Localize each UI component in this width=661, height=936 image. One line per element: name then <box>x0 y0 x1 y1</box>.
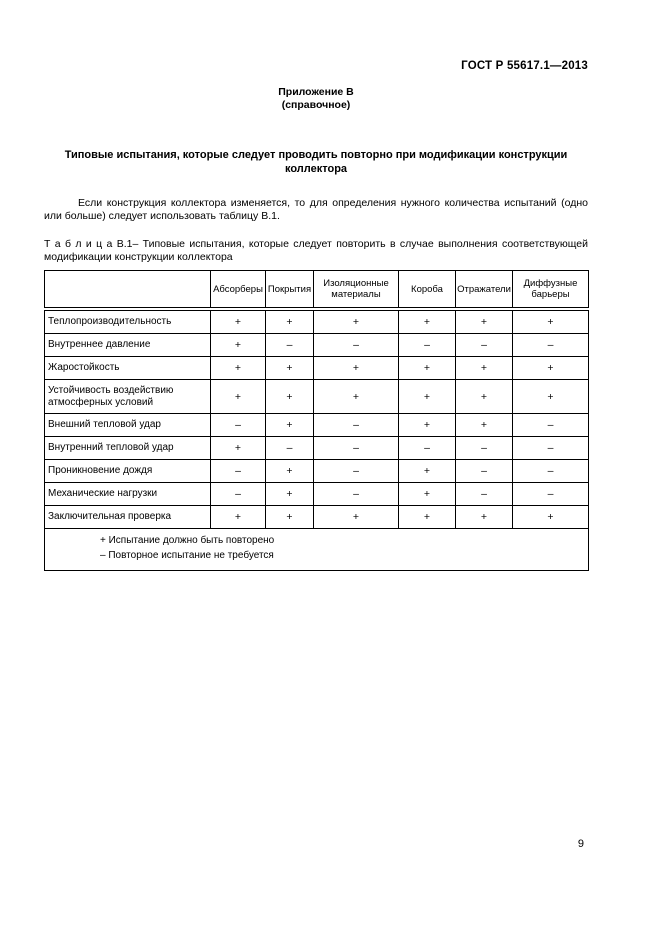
annex-type: (справочное) <box>281 98 351 111</box>
row-value-cell: + <box>512 379 589 414</box>
row-value-cell: + <box>455 413 513 437</box>
table-row: Жаростойкость + + + + + + <box>44 356 589 380</box>
row-value-cell: + <box>265 459 314 483</box>
row-value-cell: – <box>455 459 513 483</box>
row-value-cell: + <box>455 308 513 334</box>
row-value-cell: – <box>512 482 589 506</box>
table-row: Проникновение дождя – + – + – – <box>44 459 589 483</box>
row-value-cell: + <box>455 356 513 380</box>
row-value-cell: + <box>512 308 589 334</box>
document-title: Типовые испытания, которые следует прово… <box>64 149 568 175</box>
row-value-cell: + <box>265 308 314 334</box>
table-row: Внутренний тепловой удар + – – – – – <box>44 436 589 460</box>
row-value-cell: – <box>398 333 456 357</box>
row-value-cell: – <box>455 436 513 460</box>
table-row: Устойчивость воздействию атмосферных усл… <box>44 379 589 414</box>
row-value-cell: + <box>210 379 266 414</box>
row-value-cell: – <box>512 333 589 357</box>
table-note-line: + Испытание должно быть повторено <box>100 535 275 546</box>
row-value-cell: – <box>512 413 589 437</box>
row-label-cell: Проникновение дождя <box>44 459 211 483</box>
row-value-cell: + <box>455 505 513 529</box>
row-label-cell: Теплопроизводительность <box>44 308 211 334</box>
corner-header-cell <box>44 270 211 311</box>
table-notes-cell: + Испытание должно быть повторено – Повто… <box>44 528 589 571</box>
intro-paragraph: Если конструкция коллектора изменяется, … <box>44 197 588 222</box>
row-value-cell: + <box>313 505 399 529</box>
row-value-cell: + <box>398 413 456 437</box>
page-content: ГОСТ Р 55617.1—2013 Приложение В (справо… <box>44 0 589 571</box>
row-value-cell: – <box>455 333 513 357</box>
table-row: Внутреннее давление + – – – – – <box>44 333 589 357</box>
row-value-cell: + <box>398 505 456 529</box>
row-value-cell: – <box>313 413 399 437</box>
row-value-cell: – <box>313 333 399 357</box>
row-value-cell: + <box>265 413 314 437</box>
row-value-cell: – <box>210 413 266 437</box>
table-caption: Т а б л и ц а В.1– Типовые испытания, ко… <box>44 238 588 263</box>
row-label-cell: Внутренний тепловой удар <box>44 436 211 460</box>
row-value-cell: + <box>210 505 266 529</box>
row-value-cell: – <box>210 482 266 506</box>
row-value-cell: – <box>313 459 399 483</box>
tests-table-body: Теплопроизводительность + + + + + + Внутреннее … <box>44 308 589 571</box>
standard-reference: ГОСТ Р 55617.1—2013 <box>461 60 588 72</box>
column-header-cell: Диффузные барьеры <box>512 270 589 311</box>
row-value-cell: + <box>455 379 513 414</box>
row-value-cell: – <box>210 459 266 483</box>
row-label-cell: Устойчивость воздействию атмосферных усл… <box>44 379 211 414</box>
row-value-cell: – <box>265 333 314 357</box>
annex-heading: Приложение В (справочное) <box>44 86 588 111</box>
table-note-line: – Повторное испытание не требуется <box>100 549 274 561</box>
row-value-cell: + <box>210 333 266 357</box>
row-value-cell: + <box>265 482 314 506</box>
row-value-cell: – <box>398 436 456 460</box>
column-header-cell: Покрытия <box>265 270 314 311</box>
row-value-cell: + <box>265 505 314 529</box>
tests-table-header: Абсорберы Покрытия Изоляционные материалы К… <box>44 270 589 311</box>
tests-table: Абсорберы Покрытия Изоляционные материалы К… <box>44 270 589 571</box>
table-row: Внешний тепловой удар – + – + + – <box>44 413 589 437</box>
page-number: 9 <box>577 838 584 850</box>
row-value-cell: + <box>398 356 456 380</box>
row-value-cell: + <box>210 308 266 334</box>
row-value-cell: + <box>398 482 456 506</box>
row-label-cell: Жаростойкость <box>44 356 211 380</box>
row-value-cell: + <box>398 379 456 414</box>
row-value-cell: – <box>265 436 314 460</box>
row-value-cell: + <box>265 356 314 380</box>
row-value-cell: + <box>313 308 399 334</box>
row-value-cell: + <box>398 459 456 483</box>
row-value-cell: + <box>512 356 589 380</box>
table-row: Теплопроизводительность + + + + + + <box>44 308 589 334</box>
annex-label: Приложение В <box>278 86 354 98</box>
table-notes-row: + Испытание должно быть повторено – Повто… <box>44 528 589 571</box>
row-value-cell: + <box>398 308 456 334</box>
column-header-cell: Абсорберы <box>210 270 266 311</box>
row-value-cell: + <box>210 356 266 380</box>
row-value-cell: – <box>512 436 589 460</box>
row-value-cell: – <box>512 459 589 483</box>
row-value-cell: + <box>512 505 589 529</box>
column-header-cell: Изоляционные материалы <box>313 270 399 311</box>
row-value-cell: + <box>265 379 314 414</box>
table-header-row: Абсорберы Покрытия Изоляционные материалы К… <box>44 270 589 311</box>
row-label-cell: Заключительная проверка <box>44 505 211 529</box>
row-label-cell: Механические нагрузки <box>44 482 211 506</box>
column-header-cell: Отражатели <box>455 270 513 311</box>
row-value-cell: + <box>210 436 266 460</box>
row-value-cell: – <box>313 482 399 506</box>
table-row: Заключительная проверка + + + + + + <box>44 505 589 529</box>
table-row: Механические нагрузки – + – + – – <box>44 482 589 506</box>
row-value-cell: + <box>313 379 399 414</box>
column-header-cell: Короба <box>398 270 456 311</box>
row-value-cell: – <box>313 436 399 460</box>
row-value-cell: + <box>313 356 399 380</box>
row-label-cell: Внутреннее давление <box>44 333 211 357</box>
row-label-cell: Внешний тепловой удар <box>44 413 211 437</box>
row-value-cell: – <box>455 482 513 506</box>
